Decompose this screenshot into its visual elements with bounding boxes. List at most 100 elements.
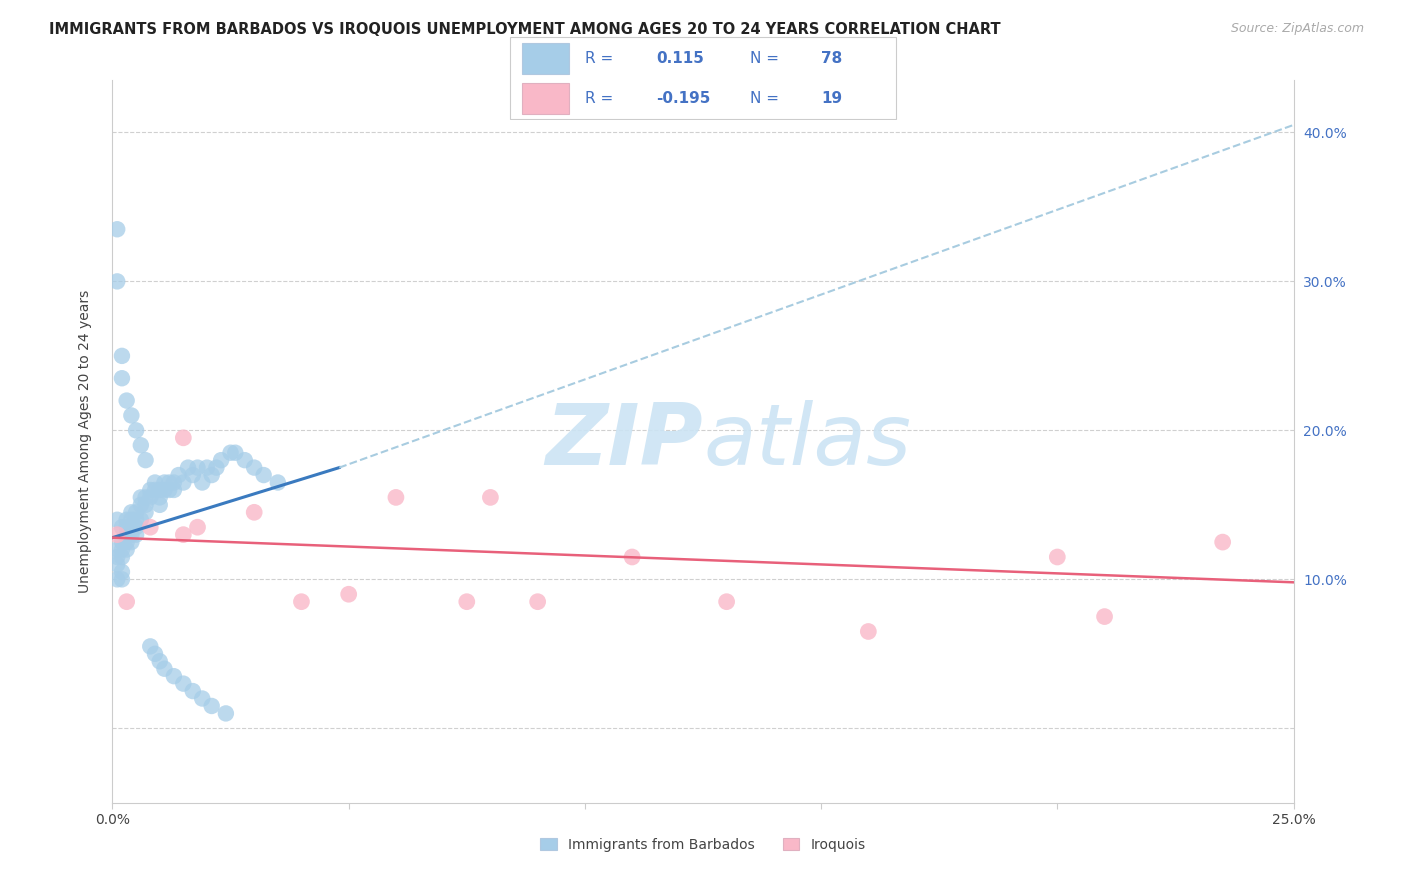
Point [157,475,180,490]
Point [1046,549,1069,564]
Text: R =: R = [585,51,619,66]
Text: 0.115: 0.115 [655,51,703,66]
Text: 19: 19 [821,91,842,106]
Point [1212,535,1234,549]
Point [219,446,242,460]
Point [526,595,548,609]
Point [111,549,134,564]
Point [129,491,152,505]
Point [186,460,208,475]
Point [253,468,276,483]
Point [143,475,166,490]
Point [163,483,186,497]
Point [1094,609,1116,624]
Point [621,549,644,564]
Point [181,684,204,698]
Point [172,431,194,445]
Point [167,468,190,483]
Text: 78: 78 [821,51,842,66]
Point [716,595,738,609]
Point [120,513,142,527]
Point [172,527,194,541]
Point [135,491,157,505]
Point [243,460,266,475]
Point [186,520,208,534]
Point [135,505,157,519]
Point [149,654,172,668]
Point [385,491,408,505]
Point [120,505,142,519]
FancyBboxPatch shape [510,37,896,119]
Y-axis label: Unemployment Among Ages 20 to 24 years: Unemployment Among Ages 20 to 24 years [77,290,91,593]
Point [224,446,246,460]
Text: R =: R = [585,91,619,106]
Point [267,475,290,490]
Point [105,513,128,527]
Point [153,483,176,497]
Point [139,640,162,654]
Point [129,438,152,452]
FancyBboxPatch shape [522,83,569,113]
Point [125,527,148,541]
Point [120,409,142,423]
Text: ZIP: ZIP [546,400,703,483]
Point [191,475,214,490]
FancyBboxPatch shape [522,44,569,74]
Point [111,520,134,534]
Text: N =: N = [751,91,785,106]
Point [163,475,186,490]
Point [115,527,138,541]
Point [135,453,157,467]
Point [149,491,172,505]
Point [125,520,148,534]
Point [205,460,228,475]
Point [111,371,134,385]
Point [139,483,162,497]
Point [111,542,134,557]
Text: Source: ZipAtlas.com: Source: ZipAtlas.com [1230,22,1364,36]
Point [105,542,128,557]
Point [139,520,162,534]
Point [115,520,138,534]
Point [157,483,180,497]
Point [120,535,142,549]
Point [125,505,148,519]
Point [125,423,148,437]
Text: -0.195: -0.195 [655,91,710,106]
Point [115,535,138,549]
Point [858,624,880,639]
Point [201,468,224,483]
Point [105,274,128,288]
Point [111,565,134,579]
Point [149,498,172,512]
Point [153,662,176,676]
Point [105,527,128,541]
Point [149,483,172,497]
Point [195,460,218,475]
Point [129,498,152,512]
Point [456,595,478,609]
Text: IMMIGRANTS FROM BARBADOS VS IROQUOIS UNEMPLOYMENT AMONG AGES 20 TO 24 YEARS CORR: IMMIGRANTS FROM BARBADOS VS IROQUOIS UNE… [49,22,1001,37]
Point [191,691,214,706]
Point [163,669,186,683]
Point [139,491,162,505]
Legend: Immigrants from Barbados, Iroquois: Immigrants from Barbados, Iroquois [534,832,872,857]
Point [243,505,266,519]
Point [143,647,166,661]
Point [125,513,148,527]
Point [105,549,128,564]
Text: N =: N = [751,51,785,66]
Point [233,453,256,467]
Point [111,535,134,549]
Point [172,475,194,490]
Point [105,572,128,586]
Point [290,595,312,609]
Point [479,491,502,505]
Point [143,483,166,497]
Point [111,572,134,586]
Point [111,349,134,363]
Point [115,595,138,609]
Point [215,706,238,721]
Point [337,587,360,601]
Point [115,542,138,557]
